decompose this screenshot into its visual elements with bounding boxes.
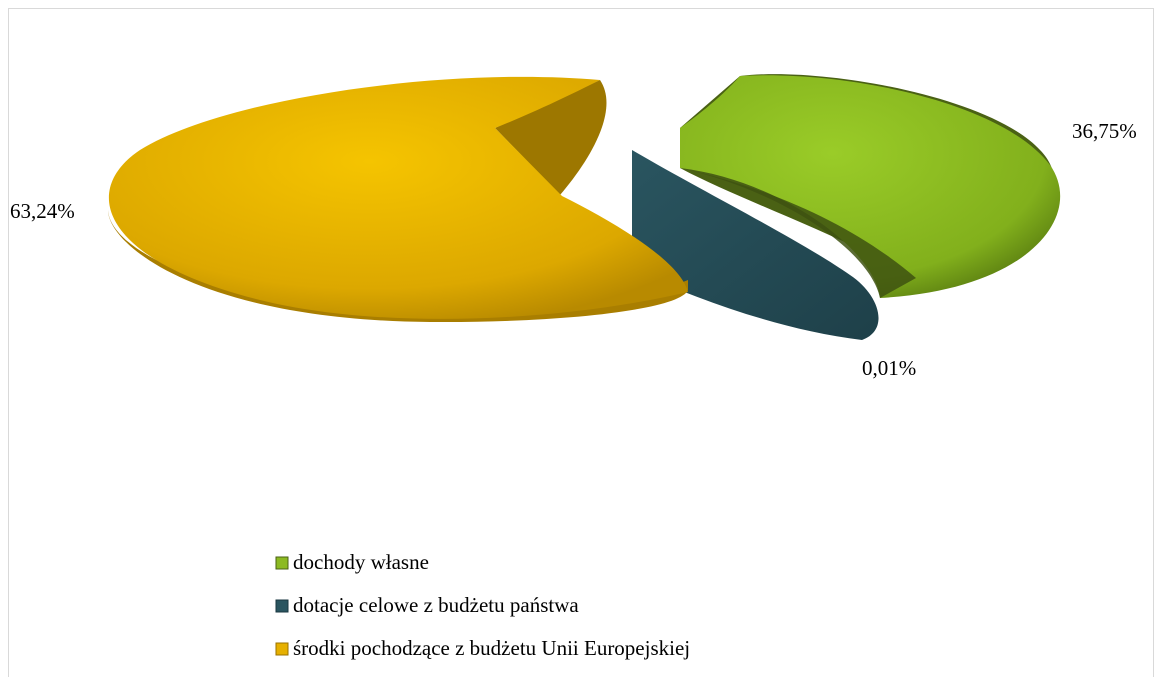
legend-item-srodki-ue: środki pochodzące z budżetu Unii Europej…	[275, 636, 690, 660]
legend-item-dochody-wlasne: dochody własne	[275, 550, 429, 574]
slice-srodki-ue	[108, 76, 688, 323]
label-srodki-ue: 63,24%	[10, 199, 75, 223]
slice-dochody-wlasne	[680, 74, 1061, 298]
legend-label: środki pochodzące z budżetu Unii Europej…	[293, 636, 690, 660]
slice-dotacje-celowe	[632, 150, 879, 340]
legend-item-dotacje-celowe: dotacje celowe z budżetu państwa	[275, 593, 579, 617]
legend-label: dotacje celowe z budżetu państwa	[293, 593, 579, 617]
label-dotacje-celowe: 0,01%	[862, 356, 916, 380]
label-dochody-wlasne: 36,75%	[1072, 119, 1137, 143]
legend-swatch-yellow	[275, 642, 289, 656]
legend: dochody własne dotacje celowe z budżetu …	[275, 550, 690, 660]
legend-label: dochody własne	[293, 550, 429, 574]
legend-swatch-teal	[275, 599, 289, 613]
legend-swatch-green	[275, 556, 289, 570]
